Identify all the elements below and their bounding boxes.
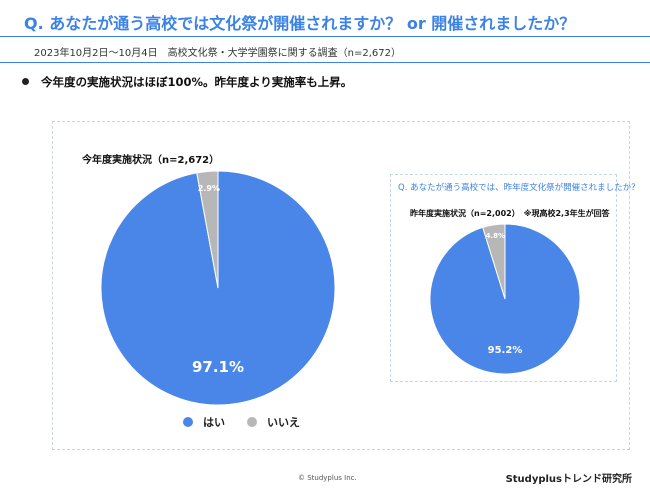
pie-1-label-no: 4.8% xyxy=(486,232,505,240)
summary-text: 今年度の実施状況はほぼ100%。昨年度より実施率も上昇。 xyxy=(41,75,353,89)
pie-1-label-yes: 95.2% xyxy=(488,345,523,356)
pie-1-slice-no xyxy=(482,223,506,300)
copyright: © Studyplus Inc. xyxy=(298,474,357,482)
legend-label-no: いいえ xyxy=(267,416,300,429)
main-pie-title: 今年度実施状況（n=2,672） xyxy=(82,155,220,166)
chart-panel xyxy=(52,121,630,450)
legend-swatch-no xyxy=(247,417,257,427)
pie-0-label-yes: 97.1% xyxy=(192,358,244,376)
legend: はい いいえ xyxy=(183,414,322,430)
summary-bullet: 今年度の実施状況はほぼ100%。昨年度より実施率も上昇。 xyxy=(22,74,352,90)
pie-main: 97.1% 2.9% xyxy=(100,170,336,406)
legend-item-yes: はい xyxy=(183,414,225,430)
header-divider-bottom xyxy=(0,62,650,63)
header-divider-top xyxy=(0,36,650,37)
legend-item-no: いいえ xyxy=(247,414,300,430)
last-year-panel xyxy=(390,174,617,382)
last-year-question: Q. あなたが通う高校では、昨年度文化祭が開催されましたか？ xyxy=(398,183,640,193)
legend-swatch-yes xyxy=(183,417,193,427)
question-title: Q. あなたが通う高校では文化祭が開催されますか？ or 開催されましたか？ xyxy=(24,14,576,33)
survey-info: 2023年10月2日～10月4日 高校文化祭・大学学園祭に関する調査（n=2,6… xyxy=(34,48,401,59)
legend-label-yes: はい xyxy=(203,416,225,429)
last-year-pie-title: 昨年度実施状況（n=2,002） ※現高校2,3年生が回答 xyxy=(410,209,610,218)
pie-0-label-no: 2.9% xyxy=(198,184,220,193)
pie-0-slice-no xyxy=(196,170,219,289)
brand-logo-text: Studyplusトレンド研究所 xyxy=(505,474,632,485)
pie-last-year: 95.2% 4.8% xyxy=(429,223,581,375)
bullet-dot-icon xyxy=(22,78,29,85)
